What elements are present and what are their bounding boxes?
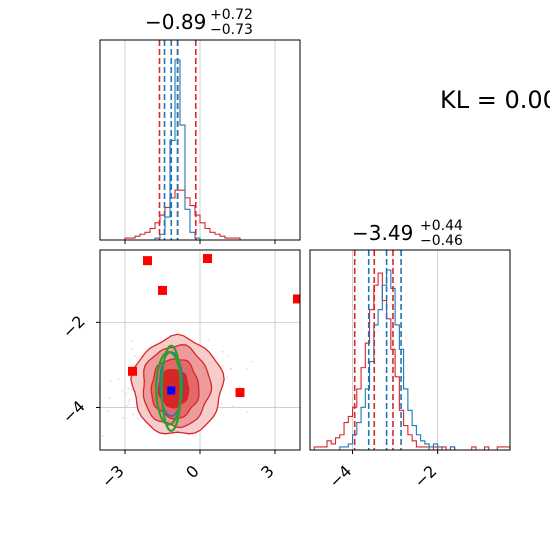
scatter-point [221, 364, 224, 367]
scatter-point [124, 393, 127, 395]
scatter-point [230, 368, 232, 370]
param1-lower-error: −0.73 [210, 22, 253, 38]
x-tick-label: 0 [182, 461, 203, 482]
scatter-point [127, 400, 130, 403]
x-tick-label: −4 [325, 461, 355, 491]
y-tick-label: −4 [59, 397, 89, 427]
scatter-point [122, 417, 124, 420]
scatter-point [117, 378, 120, 380]
scatter-point [106, 410, 109, 412]
scatter-point [227, 355, 230, 358]
scatter-point [128, 403, 131, 406]
param2-lower-error: −0.46 [420, 233, 463, 249]
scatter-point [208, 338, 210, 341]
scatter-point [136, 417, 139, 420]
scatter-point [110, 380, 112, 382]
outlier-marker [235, 388, 245, 398]
tick-labels: −3 0 3 −4 −2 −4 −2 [59, 312, 441, 492]
scatter-point [246, 411, 248, 413]
scatter-point [131, 388, 133, 391]
joint-content [100, 254, 300, 437]
param2-red-histogram [310, 272, 511, 451]
param2-upper-error: +0.44 [420, 218, 463, 234]
panel-border [309, 249, 511, 451]
scatter-point [226, 376, 228, 379]
scatter-point [220, 402, 223, 405]
y-tick-label: −2 [59, 312, 89, 342]
param1-upper-error: +0.72 [210, 7, 253, 23]
scatter-point [134, 355, 137, 357]
param1-histogram-panel [99, 39, 301, 244]
x-tick-label: −2 [410, 461, 440, 491]
center-marker [167, 386, 176, 395]
kl-annotation: KL = 0.00 [440, 86, 550, 114]
scatter-point [232, 405, 234, 407]
scatter-point [131, 348, 133, 350]
scatter-point [215, 355, 217, 358]
outlier-marker [158, 285, 167, 295]
param2-blue-histogram [310, 269, 510, 451]
scatter-point [246, 368, 248, 370]
outlier-marker [293, 294, 300, 304]
param1-title: −0.89 +0.72 −0.73 [145, 7, 256, 38]
scatter-point [126, 405, 128, 407]
outlier-marker [143, 256, 152, 266]
scatter-point [250, 360, 253, 363]
scatter-point [127, 387, 130, 390]
param2-median: −3.49 [352, 221, 414, 245]
scatter-point [108, 397, 111, 399]
param1-median: −0.89 [145, 10, 207, 34]
x-tick-label: 3 [257, 461, 278, 482]
param2-title: −3.49 +0.44 −0.46 [352, 218, 463, 249]
outlier-marker [203, 254, 212, 264]
scatter-point [131, 340, 133, 343]
x-tick-label: −3 [98, 461, 128, 491]
scatter-point [222, 350, 224, 353]
param1-blue-histogram [125, 59, 245, 241]
scatter-point [128, 398, 131, 401]
outlier-marker [128, 366, 137, 376]
param2-histogram-panel [309, 249, 511, 451]
green-density-contour [155, 351, 183, 426]
scatter-point [238, 386, 241, 389]
scatter-point [132, 413, 135, 416]
scatter-point [121, 389, 123, 392]
joint-density-panel [99, 249, 301, 451]
scatter-point [101, 435, 104, 437]
